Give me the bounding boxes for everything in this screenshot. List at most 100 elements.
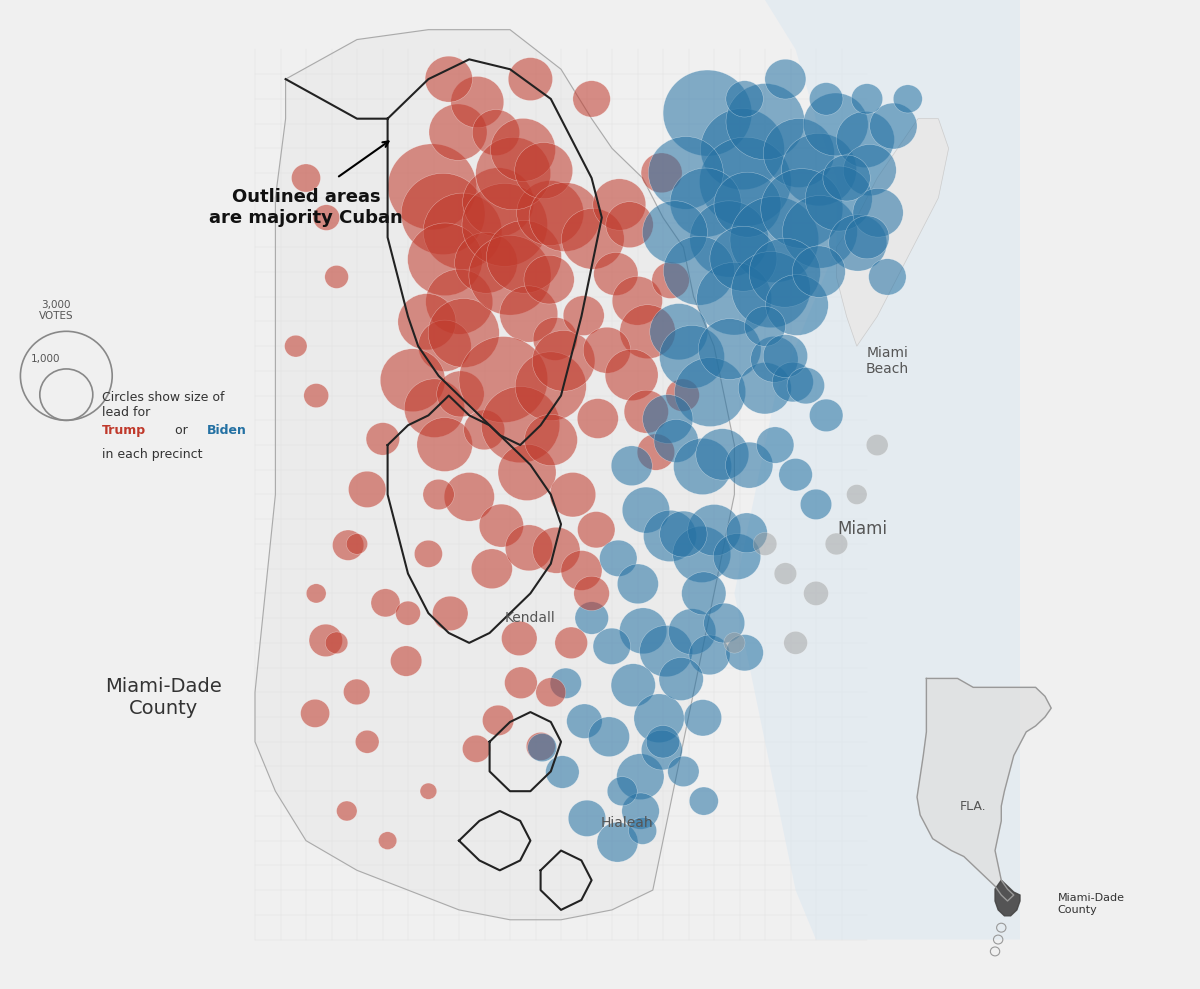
Circle shape [700, 137, 791, 226]
Circle shape [866, 434, 888, 456]
Circle shape [390, 646, 422, 676]
Circle shape [607, 776, 637, 806]
Circle shape [853, 188, 904, 237]
Circle shape [701, 109, 785, 190]
Circle shape [754, 532, 776, 556]
Circle shape [574, 577, 610, 610]
Circle shape [787, 368, 824, 404]
Circle shape [509, 57, 552, 101]
PathPatch shape [836, 119, 949, 346]
Text: or: or [172, 423, 192, 437]
Circle shape [643, 510, 696, 562]
Circle shape [751, 336, 798, 383]
Circle shape [425, 56, 473, 102]
Circle shape [401, 173, 485, 254]
Circle shape [524, 414, 577, 466]
Circle shape [726, 442, 773, 489]
Circle shape [724, 633, 745, 653]
Circle shape [749, 238, 821, 308]
Circle shape [414, 540, 443, 568]
Circle shape [336, 801, 358, 821]
Circle shape [698, 318, 761, 380]
Circle shape [634, 694, 684, 743]
Circle shape [546, 756, 580, 788]
Circle shape [761, 169, 842, 248]
Polygon shape [995, 880, 1020, 916]
Circle shape [624, 390, 668, 433]
Circle shape [710, 226, 776, 291]
Circle shape [486, 221, 562, 293]
Circle shape [577, 511, 616, 548]
Circle shape [674, 358, 745, 426]
Circle shape [689, 787, 719, 815]
Circle shape [451, 76, 504, 128]
Circle shape [792, 246, 845, 298]
Circle shape [528, 734, 557, 762]
Circle shape [845, 216, 889, 259]
Circle shape [473, 110, 520, 155]
Circle shape [455, 232, 517, 293]
Circle shape [396, 601, 420, 625]
Circle shape [325, 265, 348, 289]
Circle shape [703, 603, 745, 643]
Circle shape [462, 735, 491, 763]
Circle shape [310, 624, 342, 657]
Circle shape [355, 730, 379, 754]
Circle shape [713, 534, 761, 580]
Circle shape [422, 480, 455, 509]
Circle shape [596, 822, 638, 862]
Circle shape [348, 471, 386, 507]
Circle shape [533, 317, 577, 360]
Circle shape [726, 513, 767, 553]
Circle shape [588, 717, 630, 757]
Circle shape [475, 137, 551, 210]
Circle shape [779, 459, 812, 491]
Circle shape [347, 534, 367, 554]
Circle shape [498, 444, 556, 500]
Circle shape [782, 196, 857, 268]
Circle shape [726, 81, 763, 117]
Circle shape [437, 371, 484, 417]
Circle shape [673, 438, 732, 494]
Circle shape [800, 490, 832, 519]
Text: Miami-Dade
County: Miami-Dade County [104, 676, 222, 718]
Text: Miami: Miami [836, 520, 887, 538]
Circle shape [343, 679, 370, 705]
Circle shape [404, 379, 464, 437]
Circle shape [378, 832, 397, 850]
Circle shape [650, 304, 708, 360]
Circle shape [844, 144, 896, 196]
Circle shape [726, 83, 805, 160]
Circle shape [667, 757, 700, 786]
Circle shape [617, 564, 659, 604]
Circle shape [600, 540, 637, 577]
Circle shape [611, 446, 653, 486]
Circle shape [575, 601, 608, 634]
Text: Trump: Trump [102, 423, 146, 437]
Circle shape [463, 168, 534, 236]
Circle shape [572, 81, 611, 117]
Circle shape [773, 362, 814, 402]
Circle shape [426, 269, 493, 334]
Circle shape [424, 193, 502, 269]
Circle shape [479, 504, 523, 547]
Circle shape [774, 563, 797, 584]
Circle shape [515, 142, 572, 199]
Circle shape [654, 419, 698, 463]
Text: Miami-Dade
County: Miami-Dade County [1057, 893, 1124, 915]
Circle shape [444, 473, 494, 521]
Circle shape [846, 485, 868, 504]
Text: in each precinct: in each precinct [102, 448, 203, 462]
Circle shape [642, 201, 707, 264]
Text: FLA.: FLA. [960, 799, 986, 813]
Circle shape [643, 395, 692, 443]
PathPatch shape [734, 0, 1020, 940]
Circle shape [617, 754, 664, 800]
Circle shape [668, 608, 716, 655]
Circle shape [569, 800, 606, 837]
Circle shape [659, 658, 703, 700]
Circle shape [481, 387, 560, 463]
Circle shape [622, 793, 659, 830]
Polygon shape [256, 30, 734, 920]
Circle shape [300, 699, 330, 728]
